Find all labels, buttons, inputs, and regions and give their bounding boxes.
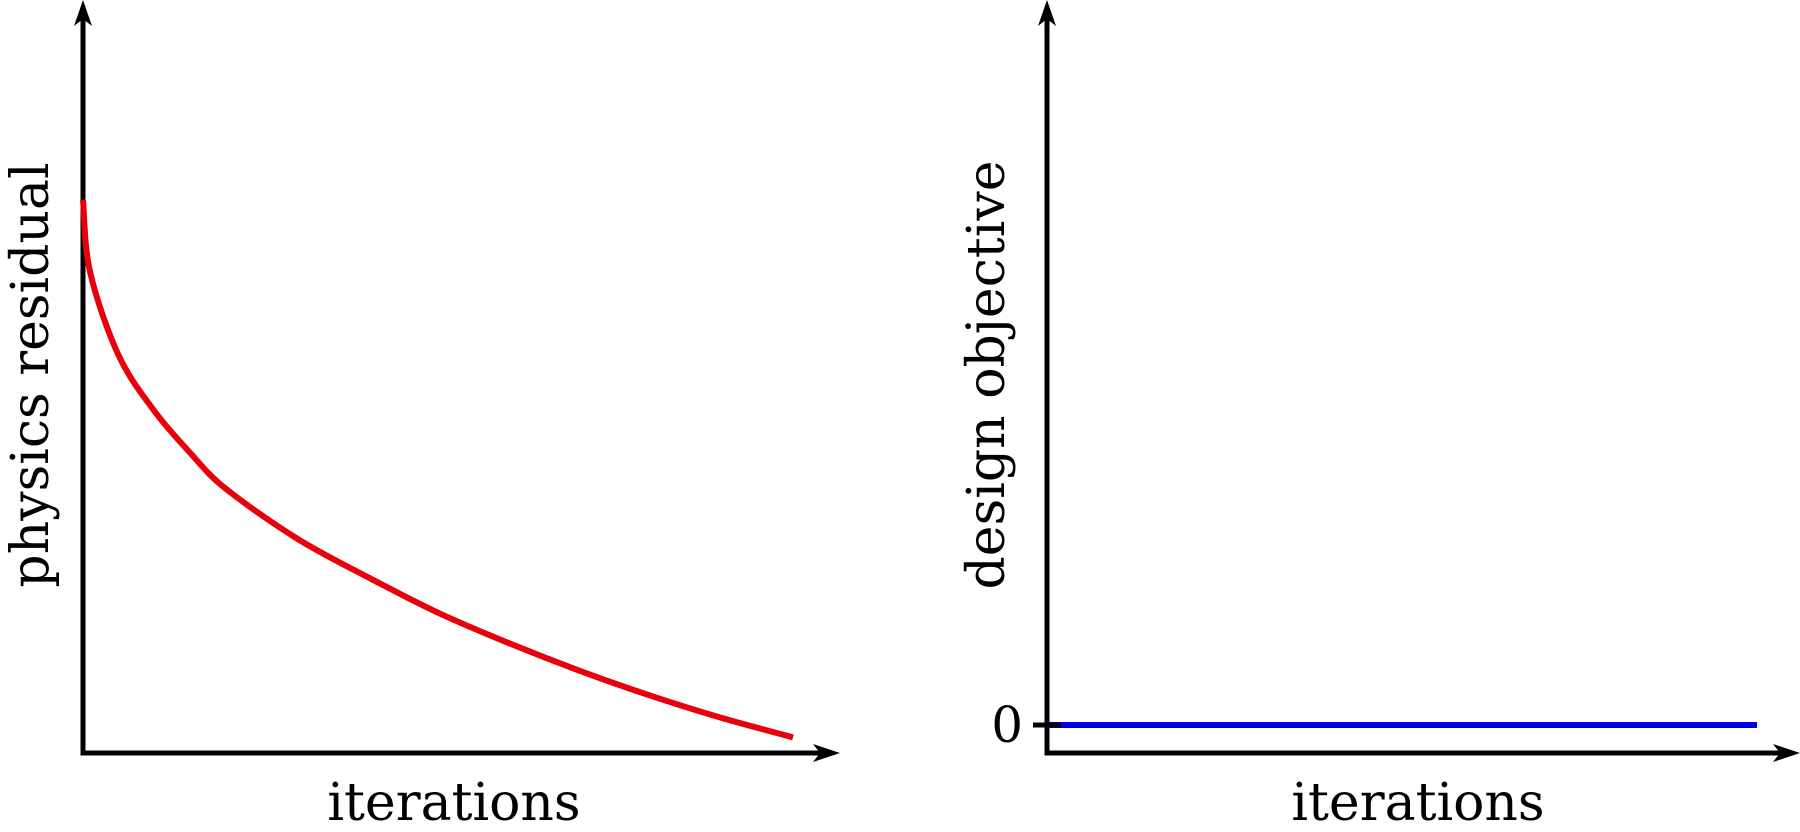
residual-panel: iterations physics residual (1, 0, 840, 832)
x-axis-arrow (1773, 744, 1800, 762)
objective-panel: 0 iterations design objective (957, 0, 1800, 832)
y-axis-label: physics residual (1, 162, 61, 587)
x-axis-arrow (813, 744, 840, 762)
y-axis-label: design objective (957, 161, 1017, 590)
x-axis-label: iterations (1291, 773, 1544, 832)
y-axis-arrow (74, 0, 92, 26)
series-line-0 (80, 199, 794, 741)
series-group (80, 199, 794, 741)
y-tick-label: 0 (991, 696, 1023, 754)
y-axis-arrow (1038, 0, 1056, 26)
y-tick-group: 0 (991, 696, 1061, 754)
x-axis-label: iterations (327, 773, 580, 832)
